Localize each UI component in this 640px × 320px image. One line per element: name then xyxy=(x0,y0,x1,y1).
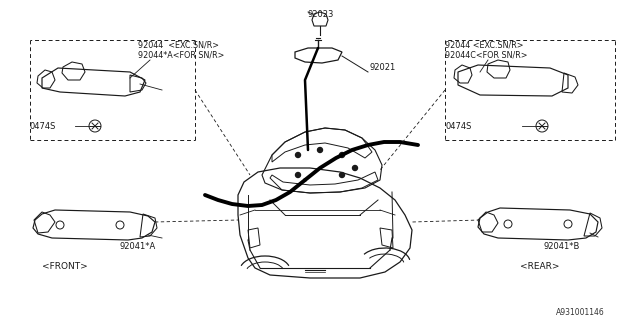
Circle shape xyxy=(339,172,344,178)
Circle shape xyxy=(353,165,358,171)
Text: 0474S: 0474S xyxy=(445,122,472,131)
Text: <FRONT>: <FRONT> xyxy=(42,262,88,271)
Circle shape xyxy=(317,148,323,153)
Text: A931001146: A931001146 xyxy=(556,308,605,317)
Text: 92021: 92021 xyxy=(370,63,396,73)
Text: 92044  <EXC.SN/R>: 92044 <EXC.SN/R> xyxy=(138,40,219,49)
Text: 92041*B: 92041*B xyxy=(543,242,579,251)
Circle shape xyxy=(296,153,301,157)
Text: <REAR>: <REAR> xyxy=(520,262,560,271)
Circle shape xyxy=(296,172,301,178)
Text: 92023: 92023 xyxy=(307,10,333,19)
Text: 92044*A<FOR SN/R>: 92044*A<FOR SN/R> xyxy=(138,50,225,59)
Text: 92041*A: 92041*A xyxy=(120,242,156,251)
Text: 92044C<FOR SN/R>: 92044C<FOR SN/R> xyxy=(445,50,527,59)
Text: 0474S: 0474S xyxy=(30,122,56,131)
Circle shape xyxy=(339,153,344,157)
Text: 92044 <EXC.SN/R>: 92044 <EXC.SN/R> xyxy=(445,40,524,49)
